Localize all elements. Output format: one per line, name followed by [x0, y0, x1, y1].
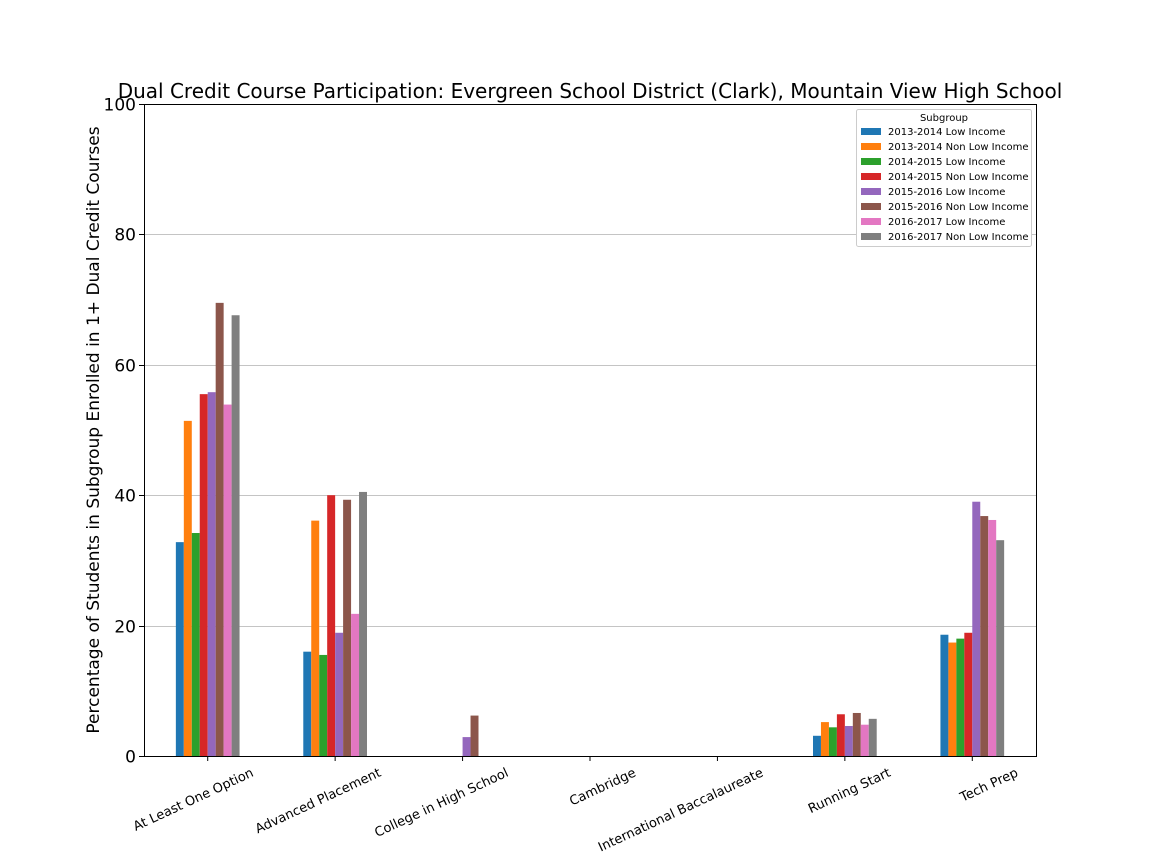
bar: [351, 613, 360, 756]
bar: [223, 404, 232, 756]
y-axis-label: Percentage of Students in Subgroup Enrol…: [84, 126, 104, 733]
x-tick-label: College in High School: [372, 766, 510, 841]
y-axis: 0 20 40 60 80 100: [104, 96, 144, 768]
grid-lines: [144, 234, 1036, 627]
bar: [319, 654, 328, 756]
legend-label: 2013-2014 Non Low Income: [888, 142, 1028, 153]
bar: [956, 638, 965, 756]
bar: [327, 495, 336, 756]
bar: [215, 302, 224, 756]
legend-label: 2015-2016 Non Low Income: [888, 202, 1028, 213]
bar: [231, 315, 240, 756]
legend-swatch: [861, 158, 881, 165]
bar: [964, 632, 973, 756]
bar: [860, 724, 869, 756]
y-tick-label: 60: [114, 357, 136, 377]
legend: Subgroup 2013-2014 Low Income 2013-2014 N…: [856, 109, 1032, 247]
x-tick-label: Running Start: [806, 766, 893, 817]
bar: [359, 491, 367, 756]
legend-swatch: [861, 143, 881, 150]
bar: [836, 714, 845, 756]
y-tick-label: 20: [114, 618, 136, 638]
x-tick-label: At Least One Option: [131, 766, 256, 835]
bar: [980, 516, 989, 756]
bar: [191, 533, 200, 756]
bar: [343, 499, 352, 756]
bar: [996, 540, 1005, 756]
bar: [988, 519, 997, 756]
legend-swatch: [861, 128, 881, 135]
bar: [183, 420, 192, 756]
y-tick-label: 40: [114, 487, 136, 507]
chart-title: Dual Credit Course Participation: Evergr…: [118, 79, 1063, 103]
bar: [852, 712, 861, 756]
bar: [813, 735, 821, 756]
bar: [844, 726, 853, 756]
bar: [948, 642, 957, 756]
bar: [303, 651, 312, 756]
bar: [470, 715, 479, 756]
bar: [462, 737, 471, 756]
x-tick-label: Cambridge: [567, 766, 638, 810]
x-tick-label: Tech Prep: [957, 766, 1021, 806]
bar: [868, 718, 877, 756]
legend-label: 2014-2015 Low Income: [888, 157, 1005, 168]
legend-label: 2013-2014 Low Income: [888, 127, 1005, 138]
bar: [940, 634, 949, 756]
y-tick-label: 100: [104, 96, 136, 116]
y-tick-label: 0: [125, 748, 136, 768]
legend-label: 2016-2017 Low Income: [888, 217, 1005, 228]
x-tick-label: Advanced Placement: [253, 766, 383, 837]
bar: [199, 394, 208, 756]
bar: [335, 632, 344, 756]
bar: [207, 392, 216, 756]
y-tick-label: 80: [114, 226, 136, 246]
legend-swatch: [861, 218, 881, 225]
legend-swatch: [861, 188, 881, 195]
legend-swatch: [861, 173, 881, 180]
legend-label: 2016-2017 Non Low Income: [888, 232, 1028, 243]
bars: [175, 302, 1005, 756]
bar: [311, 520, 320, 756]
bar: [175, 542, 184, 756]
legend-label: 2014-2015 Non Low Income: [888, 172, 1028, 183]
bar: [828, 727, 837, 756]
bar: [972, 501, 981, 756]
legend-label: 2015-2016 Low Income: [888, 187, 1005, 198]
legend-swatch: [861, 233, 881, 240]
legend-frame: [856, 109, 1032, 247]
legend-title: Subgroup: [920, 113, 968, 124]
bar: [820, 722, 829, 756]
legend-swatch: [861, 203, 881, 210]
